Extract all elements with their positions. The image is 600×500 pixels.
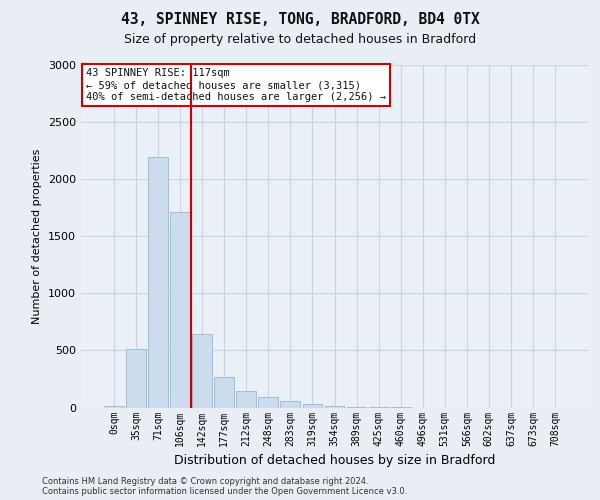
Bar (259, 397, 278, 407)
Bar (347, 406, 367, 408)
Text: 43 SPINNEY RISE: 117sqm
← 59% of detached houses are smaller (3,315)
40% of semi: 43 SPINNEY RISE: 117sqm ← 59% of detache… (86, 68, 386, 102)
Y-axis label: Number of detached properties: Number of detached properties (32, 148, 43, 324)
Bar (280, 401, 301, 407)
Bar (170, 212, 190, 408)
Bar (126, 350, 146, 408)
Text: Contains HM Land Registry data © Crown copyright and database right 2024.
Contai: Contains HM Land Registry data © Crown c… (42, 476, 407, 496)
X-axis label: Distribution of detached houses by size in Bradford: Distribution of detached houses by size … (174, 454, 495, 467)
Text: 43, SPINNEY RISE, TONG, BRADFORD, BD4 0TX: 43, SPINNEY RISE, TONG, BRADFORD, BD4 0T… (121, 12, 479, 28)
Bar (236, 391, 256, 407)
Bar (192, 334, 212, 407)
Bar (302, 404, 322, 407)
Bar (214, 377, 234, 408)
Bar (148, 158, 168, 408)
Bar (325, 406, 344, 407)
Bar (104, 406, 124, 407)
Text: Size of property relative to detached houses in Bradford: Size of property relative to detached ho… (124, 32, 476, 46)
